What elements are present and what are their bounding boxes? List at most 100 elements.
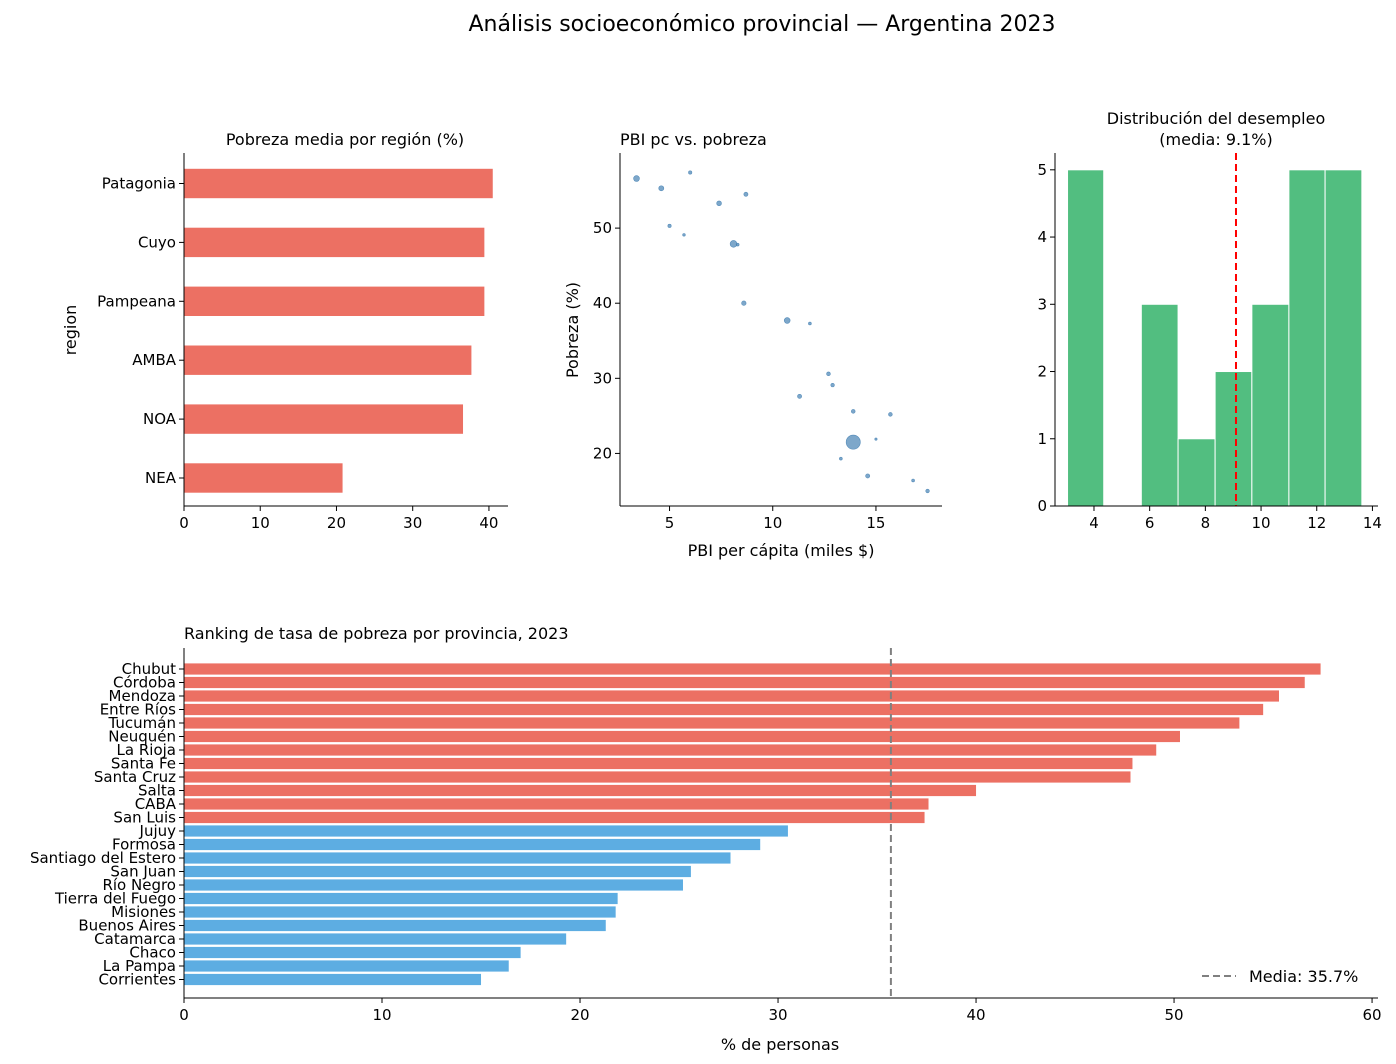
- ranking-bar-3: [184, 703, 1264, 716]
- ranking-ytick-18-label: Misiones: [111, 903, 176, 921]
- scatter-point-16: [888, 412, 893, 417]
- histogram-xtick-4-label: 12: [1307, 514, 1326, 532]
- histogram-bar-5: [1251, 303, 1290, 507]
- region-chart-ylabel: region: [61, 305, 80, 356]
- region-chart-title: Pobreza media por región (%): [226, 130, 464, 149]
- ranking-bar-7: [184, 757, 1133, 770]
- scatter-ytick-0-label: 20: [593, 444, 612, 462]
- region-xtick-0-label: 0: [179, 514, 189, 532]
- region-xtick-4-label: 40: [479, 514, 498, 532]
- ranking-bar-5: [184, 730, 1180, 743]
- scatter-point-2: [688, 170, 693, 175]
- ranking-ytick-20-label: Catamarca: [94, 930, 176, 948]
- histogram-bar-3: [1177, 438, 1216, 507]
- region-ytick-3-label: Pampeana: [97, 292, 176, 310]
- ranking-xtick-0-label: 0: [179, 1006, 189, 1024]
- region-ytick-2-label: AMBA: [132, 351, 176, 369]
- histogram-ytick-1-label: 1: [1037, 430, 1047, 448]
- region-ytick-1-label: NOA: [143, 410, 177, 428]
- region-bar-0: [184, 463, 343, 493]
- scatter-ytick-1-label: 30: [593, 369, 612, 387]
- province-poverty-ranking: Ranking de tasa de pobreza por provincia…: [30, 624, 1382, 1054]
- scatter-title: PBI pc vs. pobreza: [620, 130, 767, 149]
- ranking-ytick-1-label: Córdoba: [113, 674, 176, 692]
- ranking-ytick-2-label: Mendoza: [109, 687, 176, 705]
- scatter-point-6: [682, 233, 686, 237]
- ranking-bar-19: [184, 919, 606, 932]
- ranking-bar-2: [184, 690, 1279, 702]
- ranking-ytick-0-label: Chubut: [122, 660, 177, 678]
- scatter-point-21: [911, 478, 915, 483]
- scatter-point-10: [783, 317, 791, 324]
- scatter-point-19: [839, 456, 843, 461]
- ranking-ytick-9-label: Salta: [138, 782, 176, 800]
- ranking-bar-4: [184, 717, 1240, 729]
- ranking-bar-18: [184, 906, 616, 918]
- scatter-ylabel: Pobreza (%): [563, 282, 582, 378]
- ranking-xtick-2-label: 20: [570, 1006, 589, 1024]
- ranking-bar-11: [184, 811, 925, 824]
- ranking-xtick-3-label: 30: [768, 1006, 787, 1024]
- scatter-point-20: [865, 473, 871, 479]
- ranking-bar-9: [184, 784, 977, 797]
- scatter-point-7: [729, 240, 738, 248]
- histogram-xtick-5-label: 14: [1363, 514, 1382, 532]
- scatter-point-11: [808, 321, 812, 326]
- scatter-point-22: [925, 488, 930, 494]
- region-bar-1: [184, 404, 464, 434]
- scatter-point-15: [851, 409, 856, 414]
- ranking-title: Ranking de tasa de pobreza por provincia…: [184, 624, 569, 643]
- scatter-point-13: [830, 382, 835, 388]
- scatter-point-18: [874, 437, 878, 441]
- scatter-point-14: [797, 393, 802, 399]
- ranking-ytick-13-label: Formosa: [112, 836, 176, 854]
- ranking-bar-21: [184, 946, 521, 959]
- ranking-bar-1: [184, 676, 1305, 689]
- scatter-point-12: [826, 371, 831, 377]
- ranking-bar-17: [184, 892, 618, 905]
- histogram-ytick-3-label: 3: [1037, 295, 1047, 313]
- region-xtick-3-label: 30: [403, 514, 422, 532]
- histogram-bar-7: [1324, 169, 1363, 507]
- ranking-ytick-6-label: La Rioja: [117, 741, 176, 759]
- region-ytick-5-label: Patagonia: [102, 175, 176, 193]
- region-poverty-chart: Pobreza media por región (%) region NEA N…: [61, 130, 508, 532]
- ranking-bar-15: [184, 865, 691, 878]
- histogram-xtick-3-label: 10: [1252, 514, 1271, 532]
- region-ytick-4-label: Cuyo: [138, 233, 176, 251]
- ranking-bar-23: [184, 973, 482, 986]
- histogram-ytick-2-label: 2: [1037, 363, 1047, 381]
- ranking-bar-0: [184, 663, 1321, 675]
- legend-mean-label: Media: 35.7%: [1249, 967, 1358, 986]
- ranking-xtick-4-label: 40: [966, 1006, 985, 1024]
- histogram-ytick-4-label: 4: [1037, 228, 1047, 246]
- histogram-bar-4: [1214, 371, 1253, 507]
- histogram-subtitle: (media: 9.1%): [1159, 130, 1272, 149]
- ranking-bar-22: [184, 960, 509, 972]
- ranking-bar-12: [184, 825, 788, 837]
- histogram-xtick-1-label: 6: [1145, 514, 1155, 532]
- ranking-xlabel: % de personas: [721, 1035, 839, 1054]
- region-bar-3: [184, 286, 485, 316]
- ranking-ytick-5-label: Neuquén: [108, 728, 176, 746]
- ranking-ytick-21-label: Chaco: [129, 944, 176, 962]
- ranking-ytick-19-label: Buenos Aires: [78, 917, 176, 935]
- histogram-ytick-5-label: 5: [1037, 161, 1047, 179]
- region-bar-5: [184, 168, 493, 199]
- ranking-ytick-23-label: Corrientes: [98, 971, 176, 989]
- ranking-ytick-15-label: San Juan: [110, 863, 176, 881]
- ranking-ytick-14-label: Santiago del Estero: [30, 849, 176, 867]
- region-xtick-2-label: 20: [327, 514, 346, 532]
- ranking-xtick-1-label: 10: [372, 1006, 391, 1024]
- ranking-ytick-8-label: Santa Cruz: [94, 768, 176, 786]
- ranking-bar-20: [184, 933, 567, 945]
- ranking-bar-13: [184, 838, 761, 851]
- scatter-point-17: [845, 434, 861, 450]
- ranking-bar-10: [184, 798, 929, 810]
- scatter-point-9: [741, 300, 747, 306]
- region-bar-2: [184, 345, 472, 375]
- ranking-ytick-3-label: Entre Ríos: [100, 701, 176, 719]
- scatter-point-4: [743, 191, 749, 197]
- scatter-xtick-0-label: 5: [665, 514, 675, 532]
